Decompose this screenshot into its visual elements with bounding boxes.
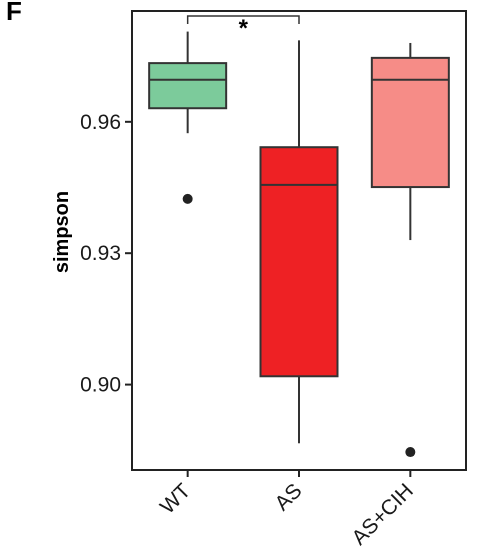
- x-tick-label: AS: [270, 479, 306, 515]
- y-tick-label: 0.93: [80, 242, 121, 265]
- box-as-cih: [370, 42, 450, 458]
- box-body: [370, 56, 450, 189]
- y-tick-label: 0.90: [80, 374, 121, 397]
- y-axis-title: simpson: [51, 191, 73, 273]
- outlier-point: [182, 193, 193, 204]
- panel-letter: F: [6, 0, 22, 26]
- significance-bracket: *: [186, 15, 300, 42]
- box-wt: [148, 31, 228, 204]
- boxes-layer: [148, 31, 450, 458]
- x-tick-label: AS+CIH: [348, 479, 418, 549]
- x-ticks: WT AS AS+CIH: [156, 470, 418, 550]
- significance-star: *: [239, 15, 249, 42]
- box-body: [259, 146, 339, 378]
- y-ticks: 0.90 0.93 0.96: [80, 111, 132, 397]
- box-as: [259, 40, 339, 444]
- bracket-line: [186, 15, 300, 24]
- box-body: [148, 62, 228, 110]
- outlier-point: [405, 447, 416, 458]
- x-tick-label: WT: [156, 479, 195, 518]
- y-tick-label: 0.96: [80, 111, 121, 134]
